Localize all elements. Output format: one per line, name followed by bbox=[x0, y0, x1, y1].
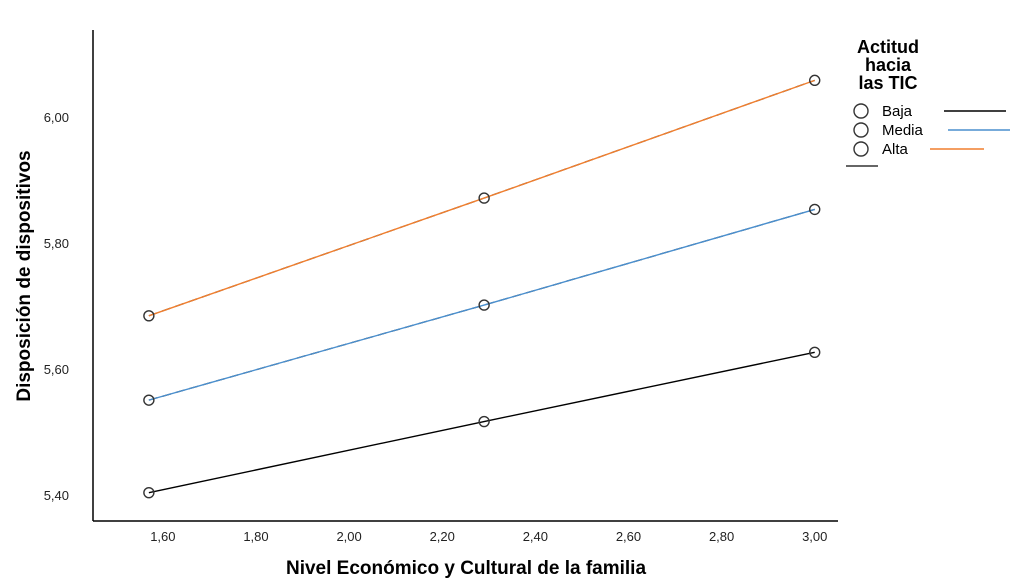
legend-marker bbox=[853, 141, 869, 157]
y-axis-title: Disposición de dispositivos bbox=[14, 150, 35, 401]
legend-title-line: Actitud bbox=[857, 37, 919, 57]
x-axis-title: Nivel Económico y Cultural de la familia bbox=[286, 558, 646, 579]
y-tick-label: 5,40 bbox=[44, 488, 69, 503]
series-line bbox=[148, 208, 815, 401]
axes: 5,40 5,60 5,80 6,00 1,60 1,80 2,00 2,20 2,40 2,60… bbox=[44, 30, 838, 544]
legend-marker bbox=[853, 122, 869, 138]
legend-title-line: hacia bbox=[865, 55, 912, 75]
data-point bbox=[478, 299, 490, 311]
series-lines bbox=[148, 79, 815, 494]
data-point bbox=[809, 203, 821, 216]
y-tick-label: 5,80 bbox=[44, 236, 69, 251]
legend-label: Alta bbox=[882, 141, 909, 158]
y-tick-label: 6,00 bbox=[44, 110, 69, 125]
y-tick-label: 5,60 bbox=[44, 362, 69, 377]
legend-marker bbox=[853, 103, 869, 119]
series-points bbox=[143, 74, 821, 499]
series-line bbox=[148, 79, 815, 317]
data-point bbox=[478, 415, 490, 428]
data-point bbox=[143, 394, 155, 406]
data-point bbox=[478, 192, 490, 204]
data-point bbox=[143, 310, 155, 322]
x-tick-label: 2,80 bbox=[709, 529, 734, 544]
series-line bbox=[148, 351, 815, 494]
data-point bbox=[143, 486, 155, 499]
legend-label: Baja bbox=[882, 103, 913, 120]
legend-title-line: las TIC bbox=[858, 73, 917, 93]
legend: Actitud hacia las TIC Baja Media Alta bbox=[846, 37, 1010, 167]
x-tick-label: 3,00 bbox=[802, 529, 827, 544]
data-point bbox=[809, 346, 821, 358]
x-tick-label: 1,80 bbox=[243, 529, 268, 544]
legend-items: Baja Media Alta bbox=[853, 103, 1010, 158]
x-tick-label: 2,40 bbox=[523, 529, 548, 544]
x-tick-label: 2,60 bbox=[616, 529, 641, 544]
x-tick-label: 2,00 bbox=[336, 529, 361, 544]
data-point bbox=[809, 74, 821, 87]
x-tick-label: 2,20 bbox=[430, 529, 455, 544]
x-tick-label: 1,60 bbox=[150, 529, 175, 544]
legend-label: Media bbox=[882, 122, 924, 139]
